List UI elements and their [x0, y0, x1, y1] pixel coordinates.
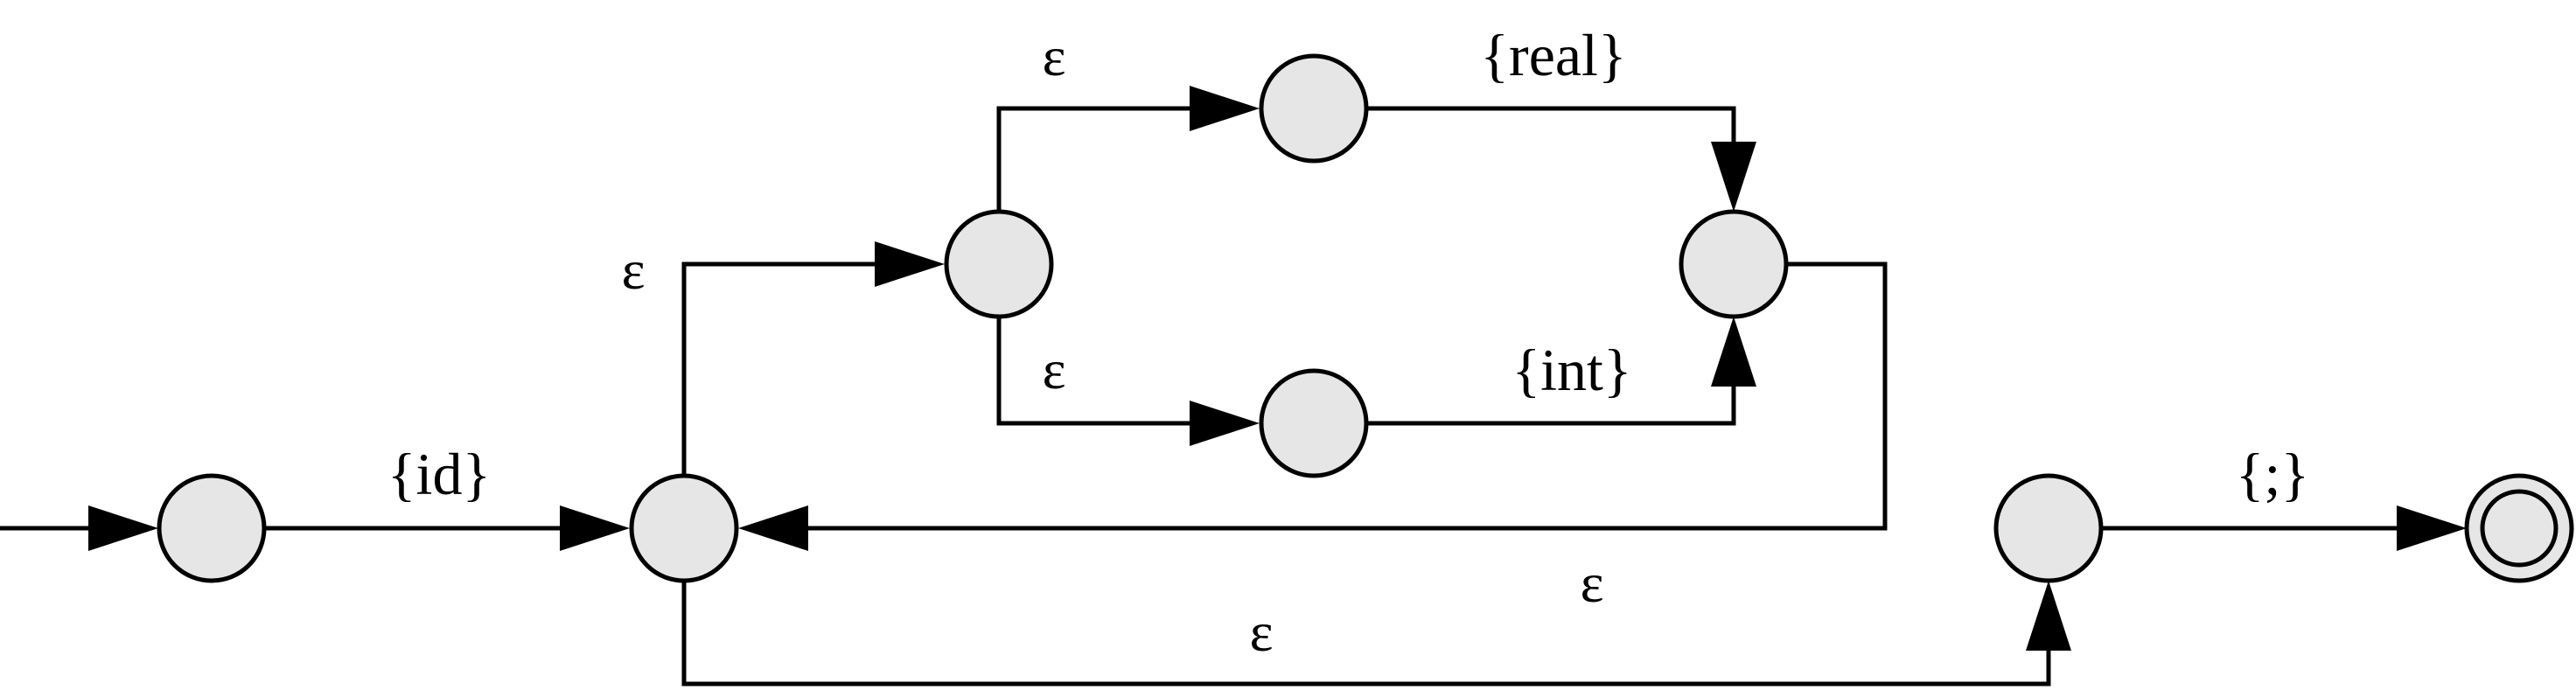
state-s2 — [944, 209, 1054, 319]
label-s2-s4: ε — [1043, 338, 1066, 401]
state-s1 — [629, 473, 739, 583]
edge-s2-s4 — [996, 314, 1192, 426]
arrowheads — [88, 86, 2467, 651]
state-s6 — [1993, 473, 2104, 583]
label-s5-s1: ε — [1581, 552, 1604, 614]
arrowhead-s2-s4 — [1190, 401, 1260, 446]
label-s0-s1: {id} — [387, 441, 491, 507]
arrowhead-s0-s1 — [560, 505, 630, 551]
state-s0 — [157, 473, 267, 583]
start-arrowhead — [88, 505, 158, 551]
edge-s3-s5 — [1364, 106, 1736, 160]
arrowhead-s1-s6 — [2026, 581, 2071, 651]
arrowhead-s3-s5 — [1711, 142, 1756, 212]
label-s2-s3: ε — [1043, 25, 1066, 87]
state-s7-accept — [2464, 473, 2574, 583]
edge-s2-s3 — [996, 106, 1192, 215]
edge-s5-s1 — [788, 261, 1888, 531]
state-s4 — [1259, 368, 1369, 478]
arrowhead-s2-s3 — [1190, 86, 1260, 131]
label-s3-s5: {real} — [1480, 22, 1626, 88]
label-s6-s7: {;} — [2236, 441, 2309, 507]
accept-inner-ring — [2480, 489, 2559, 568]
edge-s1-s6 — [681, 578, 2051, 687]
edge-s4-s5 — [1364, 369, 1736, 426]
states — [157, 53, 2574, 583]
arrowhead-s4-s5 — [1711, 317, 1756, 387]
arrowhead-s5-s1 — [738, 505, 808, 551]
edges — [0, 106, 2417, 687]
label-s1-s6: ε — [1250, 601, 1274, 663]
label-s4-s5: {int} — [1511, 337, 1631, 403]
label-s1-s2: ε — [622, 239, 646, 301]
edge-s1-s2 — [681, 261, 877, 478]
state-s3 — [1259, 53, 1369, 164]
state-s5 — [1679, 209, 1789, 319]
arrowhead-s1-s2 — [875, 241, 945, 287]
arrowhead-s6-s7 — [2397, 505, 2467, 551]
labels: {id} ε ε ε {real} {int} ε ε {;} — [387, 22, 2309, 663]
